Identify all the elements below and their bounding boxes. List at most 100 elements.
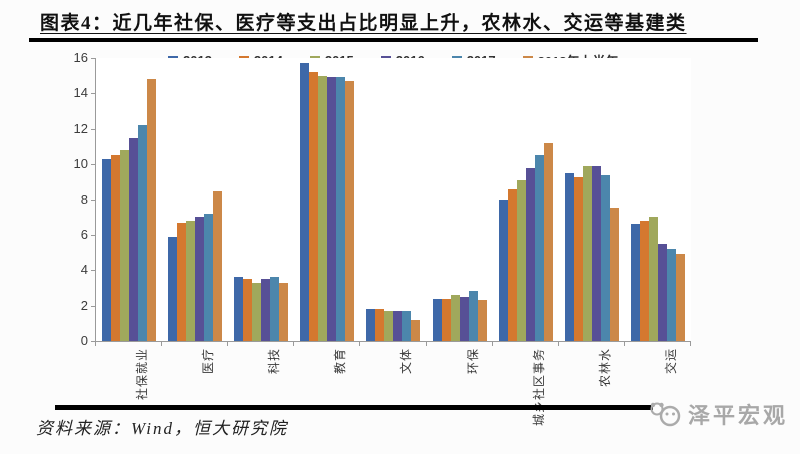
bar-2015-环保 — [450, 295, 460, 341]
y-axis-tick-label: 16 — [73, 50, 88, 65]
x-axis-label-教育: 教育 — [293, 348, 359, 428]
x-axis-tick-mark — [162, 342, 229, 346]
x-axis-ticks — [95, 342, 691, 346]
bar-2018年上半年-交运 — [675, 254, 685, 341]
bar-2015-社保就业 — [120, 149, 130, 341]
y-axis-tick-mark — [91, 341, 95, 342]
bar-2014-社保就业 — [111, 155, 121, 341]
bar-group-科技 — [228, 58, 294, 341]
title-divider-rule — [29, 38, 758, 42]
bar-group-社保就业 — [96, 58, 162, 341]
bar-group-医疗 — [162, 58, 228, 341]
source-note: 资料来源：Wind，恒大研究院 — [36, 419, 288, 438]
x-axis-label-text: 环保 — [465, 348, 480, 375]
bar-2013-交运 — [630, 224, 640, 341]
figure-title: 图表4：近几年社保、医疗等支出占比明显上升，农林水、交运等基建类 — [40, 13, 687, 34]
y-axis-tick-mark — [91, 164, 95, 166]
bar-2017-医疗 — [204, 213, 214, 341]
x-axis-label-text: 城乡社区事务 — [531, 348, 546, 427]
bar-2014-农林水 — [573, 176, 583, 341]
bar-2017-城乡社区事务 — [534, 155, 544, 341]
bar-2014-交运 — [639, 220, 649, 341]
bar-2018年上半年-医疗 — [213, 190, 223, 341]
bar-2016-城乡社区事务 — [525, 167, 535, 341]
bar-2016-科技 — [261, 279, 271, 341]
x-axis-tick-mark — [625, 342, 691, 346]
bar-2018年上半年-文体 — [411, 319, 421, 341]
bar-2016-教育 — [327, 77, 337, 341]
bar-2013-城乡社区事务 — [498, 199, 508, 341]
y-axis-tick-mark — [91, 128, 95, 130]
x-axis-label-text: 医疗 — [201, 348, 216, 375]
bar-2013-科技 — [234, 277, 244, 341]
bar-2015-科技 — [252, 282, 262, 341]
bar-2014-科技 — [243, 279, 253, 341]
bar-2017-环保 — [468, 291, 478, 341]
watermark: 泽平宏观 — [649, 398, 788, 430]
bar-2017-农林水 — [600, 174, 610, 341]
bar-2014-城乡社区事务 — [507, 188, 517, 341]
bar-group-农林水 — [559, 58, 625, 341]
bar-2013-社保就业 — [102, 158, 112, 341]
bar-2015-教育 — [318, 75, 328, 341]
x-axis-label-城乡社区事务: 城乡社区事务 — [492, 348, 558, 428]
bar-2016-交运 — [657, 243, 667, 341]
zeping-logo-icon — [649, 401, 683, 427]
x-axis-tick-mark — [96, 342, 163, 346]
bar-2018年上半年-环保 — [477, 300, 487, 341]
bar-2018年上半年-社保就业 — [147, 79, 157, 341]
bar-2018年上半年-教育 — [345, 81, 355, 341]
bar-2016-环保 — [459, 296, 469, 341]
y-axis-tick-label: 12 — [73, 120, 88, 136]
bar-2014-教育 — [309, 72, 319, 341]
x-axis-tick-mark — [559, 342, 625, 346]
x-axis-tick-mark — [360, 342, 427, 346]
footer-divider-rule — [55, 405, 653, 410]
x-axis-label-text: 农林水 — [597, 348, 612, 388]
x-axis-label-文体: 文体 — [359, 348, 425, 428]
bar-2013-教育 — [300, 63, 310, 341]
y-axis-tick-mark — [91, 305, 95, 307]
x-axis-label-text: 交运 — [663, 348, 678, 375]
bar-2013-文体 — [366, 309, 376, 341]
bar-2017-交运 — [666, 249, 676, 341]
bar-2017-文体 — [402, 310, 412, 341]
bar-2018年上半年-城乡社区事务 — [543, 142, 553, 341]
bar-2014-环保 — [441, 298, 451, 341]
x-axis-label-环保: 环保 — [426, 348, 492, 428]
y-axis-tick-label: 6 — [80, 226, 88, 242]
x-axis-label-农林水: 农林水 — [558, 348, 624, 428]
x-axis-tick-mark — [493, 342, 559, 346]
bar-2016-农林水 — [591, 165, 601, 341]
x-axis-tick-mark — [228, 342, 295, 346]
x-axis-label-text: 文体 — [399, 348, 414, 375]
bar-group-教育 — [294, 58, 360, 341]
y-axis-tick-label: 14 — [73, 85, 88, 101]
bar-2014-文体 — [375, 309, 385, 341]
y-axis-tick-mark — [91, 234, 95, 236]
bar-2015-医疗 — [186, 220, 196, 341]
bar-2016-文体 — [393, 310, 403, 341]
bar-2015-城乡社区事务 — [516, 180, 526, 341]
y-axis-tick-mark — [91, 58, 95, 59]
bar-2015-文体 — [384, 310, 394, 341]
bar-2014-医疗 — [177, 222, 187, 341]
bar-2016-社保就业 — [129, 137, 139, 341]
bar-2016-医疗 — [195, 217, 205, 341]
bar-group-环保 — [427, 58, 493, 341]
y-axis-tick-mark — [91, 270, 95, 272]
plot-area — [95, 58, 691, 342]
bar-2018年上半年-农林水 — [609, 208, 619, 341]
bar-2018年上半年-科技 — [279, 282, 289, 341]
y-axis-tick-label: 4 — [80, 262, 88, 278]
x-axis-label-text: 教育 — [333, 348, 348, 375]
bar-group-城乡社区事务 — [493, 58, 559, 341]
bar-2017-社保就业 — [138, 125, 148, 341]
y-axis-tick-mark — [91, 93, 95, 95]
bar-2013-环保 — [432, 298, 442, 341]
watermark-text: 泽平宏观 — [687, 403, 788, 428]
bar-2013-农林水 — [564, 172, 574, 341]
y-axis-tick-label: 10 — [73, 156, 88, 172]
bar-2015-农林水 — [582, 165, 592, 341]
